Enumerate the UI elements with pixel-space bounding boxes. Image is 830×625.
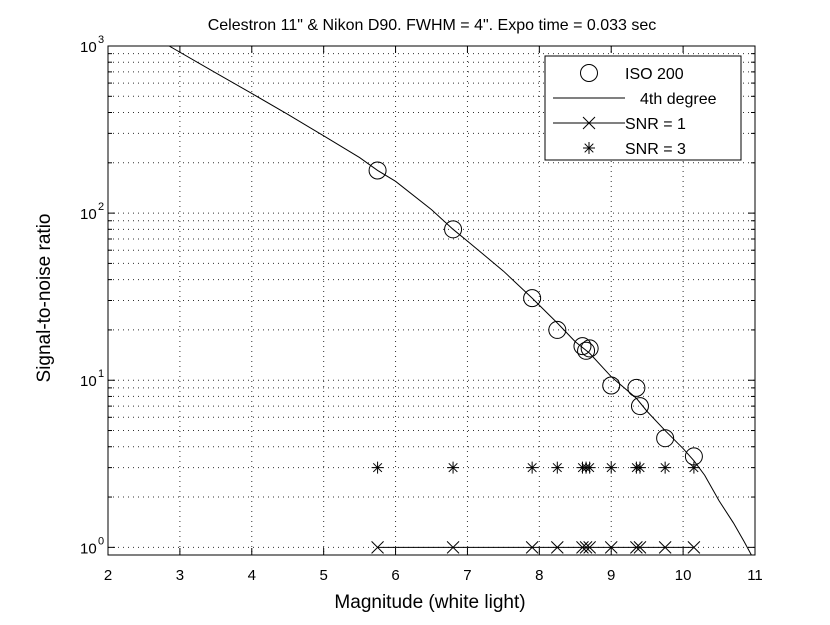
- y-tick-label: 10: [80, 206, 97, 223]
- x-stroke: [583, 540, 597, 554]
- data-point: [550, 540, 564, 554]
- y-tick-label: 10: [80, 373, 97, 390]
- series-4th-degree: [168, 46, 752, 555]
- asterisk-stroke: [689, 462, 699, 473]
- y-tick-label: 10: [80, 540, 97, 557]
- data-point: [525, 540, 539, 554]
- asterisk-stroke: [584, 143, 594, 153]
- data-point: [577, 341, 596, 360]
- asterisk-stroke: [552, 462, 562, 473]
- data-point: [583, 461, 596, 474]
- data-point: [605, 461, 618, 474]
- legend: ISO 200 4th degree SNR = 1 SNR = 3: [544, 55, 742, 161]
- data-point: [371, 540, 384, 554]
- x-tick-label: 6: [391, 567, 399, 584]
- x-tick-label: 5: [319, 567, 327, 584]
- series-line: [168, 46, 752, 555]
- legend-marker: [580, 64, 598, 82]
- x-stroke: [630, 540, 643, 554]
- data-point: [447, 461, 460, 474]
- legend-label: SNR = 1: [625, 116, 686, 133]
- x-tick-label: 9: [607, 567, 615, 584]
- legend-label: SNR = 3: [625, 141, 686, 158]
- x-tick-label: 8: [535, 567, 543, 584]
- data-point: [656, 429, 675, 448]
- data-point: [371, 461, 384, 474]
- series-iso-200: [368, 161, 703, 466]
- x-tick-label: 7: [463, 567, 471, 584]
- x-stroke: [579, 540, 593, 554]
- data-point: [523, 289, 542, 308]
- data-point: [630, 397, 649, 416]
- legend-marker: [583, 142, 595, 154]
- data-point: [548, 320, 567, 339]
- x-stroke: [633, 540, 647, 554]
- data-point: [659, 461, 672, 474]
- y-axis-label: Signal-to-noise ratio: [34, 214, 55, 383]
- data-point: [551, 461, 564, 474]
- x-stroke: [687, 540, 701, 554]
- data-point: [526, 461, 539, 474]
- asterisk-stroke: [527, 462, 537, 473]
- asterisk-stroke: [372, 462, 383, 473]
- data-point: [687, 461, 700, 474]
- data-point: [633, 461, 646, 474]
- series-snr-1: [371, 540, 701, 554]
- data-point: [687, 540, 701, 554]
- asterisk-stroke: [585, 462, 595, 473]
- legend-label: ISO 200: [625, 66, 684, 83]
- y-tick-label: 10: [80, 39, 97, 56]
- x-stroke: [550, 540, 564, 554]
- data-point: [627, 378, 646, 397]
- data-point: [583, 540, 597, 554]
- legend-marker: [582, 116, 596, 130]
- data-point: [630, 540, 643, 554]
- y-tick-exponent: 0: [98, 535, 104, 547]
- data-point: [604, 540, 618, 554]
- asterisk-stroke: [448, 462, 458, 473]
- x-tick-label: 11: [747, 567, 763, 584]
- x-tick-label: 3: [176, 567, 184, 584]
- asterisk-stroke: [635, 462, 645, 473]
- x-tick-label: 2: [104, 567, 112, 584]
- y-tick-exponent: 2: [98, 201, 104, 213]
- y-tick-exponent: 1: [98, 368, 104, 380]
- x-stroke: [576, 540, 589, 554]
- asterisk-stroke: [606, 462, 616, 473]
- x-axis-label: Magnitude (white light): [334, 592, 525, 613]
- x-stroke: [525, 540, 539, 554]
- y-tick-exponent: 3: [98, 34, 104, 46]
- x-stroke: [371, 540, 384, 554]
- data-point: [444, 220, 463, 239]
- chart-title: Celestron 11" & Nikon D90. FWHM = 4". Ex…: [208, 17, 657, 34]
- x-stroke: [446, 540, 460, 554]
- data-point: [368, 161, 387, 180]
- series-layer: [168, 46, 752, 555]
- data-point: [580, 339, 599, 358]
- x-stroke: [604, 540, 618, 554]
- data-point: [579, 540, 593, 554]
- x-tick-label: 10: [675, 567, 692, 584]
- data-point: [576, 540, 589, 554]
- asterisk-stroke: [660, 462, 670, 473]
- legend-box: [544, 55, 742, 161]
- data-point: [446, 540, 460, 554]
- x-stroke: [658, 540, 672, 554]
- data-point: [573, 337, 592, 356]
- x-stroke: [582, 116, 596, 130]
- x-tick-label: 4: [248, 567, 256, 584]
- series-snr-3: [371, 461, 700, 474]
- data-point: [633, 540, 647, 554]
- data-point: [658, 540, 672, 554]
- legend-label: 4th degree: [640, 91, 717, 108]
